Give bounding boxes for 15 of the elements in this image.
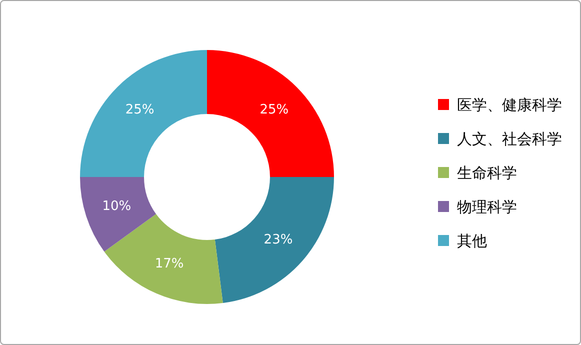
legend-label: 生命科学 [457, 162, 517, 184]
legend-label: 医学、健康科学 [457, 94, 562, 116]
data-label: 17% [154, 256, 184, 272]
data-label: 23% [264, 232, 293, 248]
donut-slice [80, 50, 207, 177]
data-label: 10% [102, 198, 132, 214]
legend-label: 物理科学 [457, 196, 517, 218]
donut-slice [214, 177, 334, 303]
legend-label: 其他 [457, 230, 487, 252]
data-label: 25% [125, 102, 154, 118]
donut-slice [80, 177, 156, 252]
legend-label: 人文、社会科学 [457, 128, 562, 150]
data-label: 25% [260, 102, 289, 118]
donut-slice [104, 214, 223, 304]
donut-slice [207, 50, 334, 177]
